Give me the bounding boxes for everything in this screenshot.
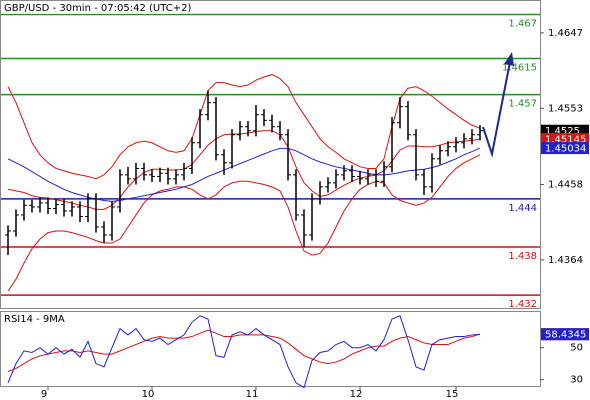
series-line (7, 315, 481, 389)
x-tick-label: 9 (41, 389, 47, 400)
last-value-box (541, 142, 589, 155)
last-value-label: 1.45034 (545, 144, 586, 155)
y-tick-label: 1.4364 (548, 255, 583, 266)
level-label: 1.457 (508, 99, 537, 110)
last-value-label: 58.4345 (545, 330, 586, 341)
rsi-title-bg (1, 312, 71, 325)
y-tick-label: 50 (570, 343, 583, 354)
y-tick-label: 1.4647 (548, 28, 583, 39)
overlay-line (7, 147, 481, 202)
level-label: 1.4615 (502, 63, 537, 74)
projection-arrow (482, 61, 511, 158)
title-bg (1, 1, 181, 14)
price-panel (0, 0, 541, 309)
level-label: 1.438 (508, 251, 537, 262)
y-tick-label: 1.4458 (548, 179, 583, 190)
last-value-box (541, 328, 589, 341)
overlay-line (7, 130, 481, 210)
arrow-head (504, 52, 514, 66)
rsi-panel (0, 311, 541, 387)
level-label: 1.432 (508, 299, 537, 310)
y-tick-label: 30 (570, 375, 583, 386)
level-label: 1.467 (508, 18, 537, 29)
last-value-label: 1.45145 (545, 135, 586, 146)
overlay-line (7, 154, 481, 292)
overlay-line (7, 74, 481, 180)
x-tick-label: 12 (350, 389, 363, 400)
last-value-label: 1.4525 (545, 126, 580, 137)
x-tick-label: 10 (142, 389, 155, 400)
y-tick-label: 1.4553 (548, 103, 583, 114)
rsi-title: RSI14 - 9MA (4, 314, 65, 325)
series-line (7, 329, 481, 373)
x-tick-label: 15 (446, 389, 459, 400)
chart-title: GBP/USD - 30min - 07:05:42 (UTC+2) (4, 3, 191, 14)
x-tick-label: 11 (246, 389, 259, 400)
level-label: 1.444 (508, 203, 537, 214)
